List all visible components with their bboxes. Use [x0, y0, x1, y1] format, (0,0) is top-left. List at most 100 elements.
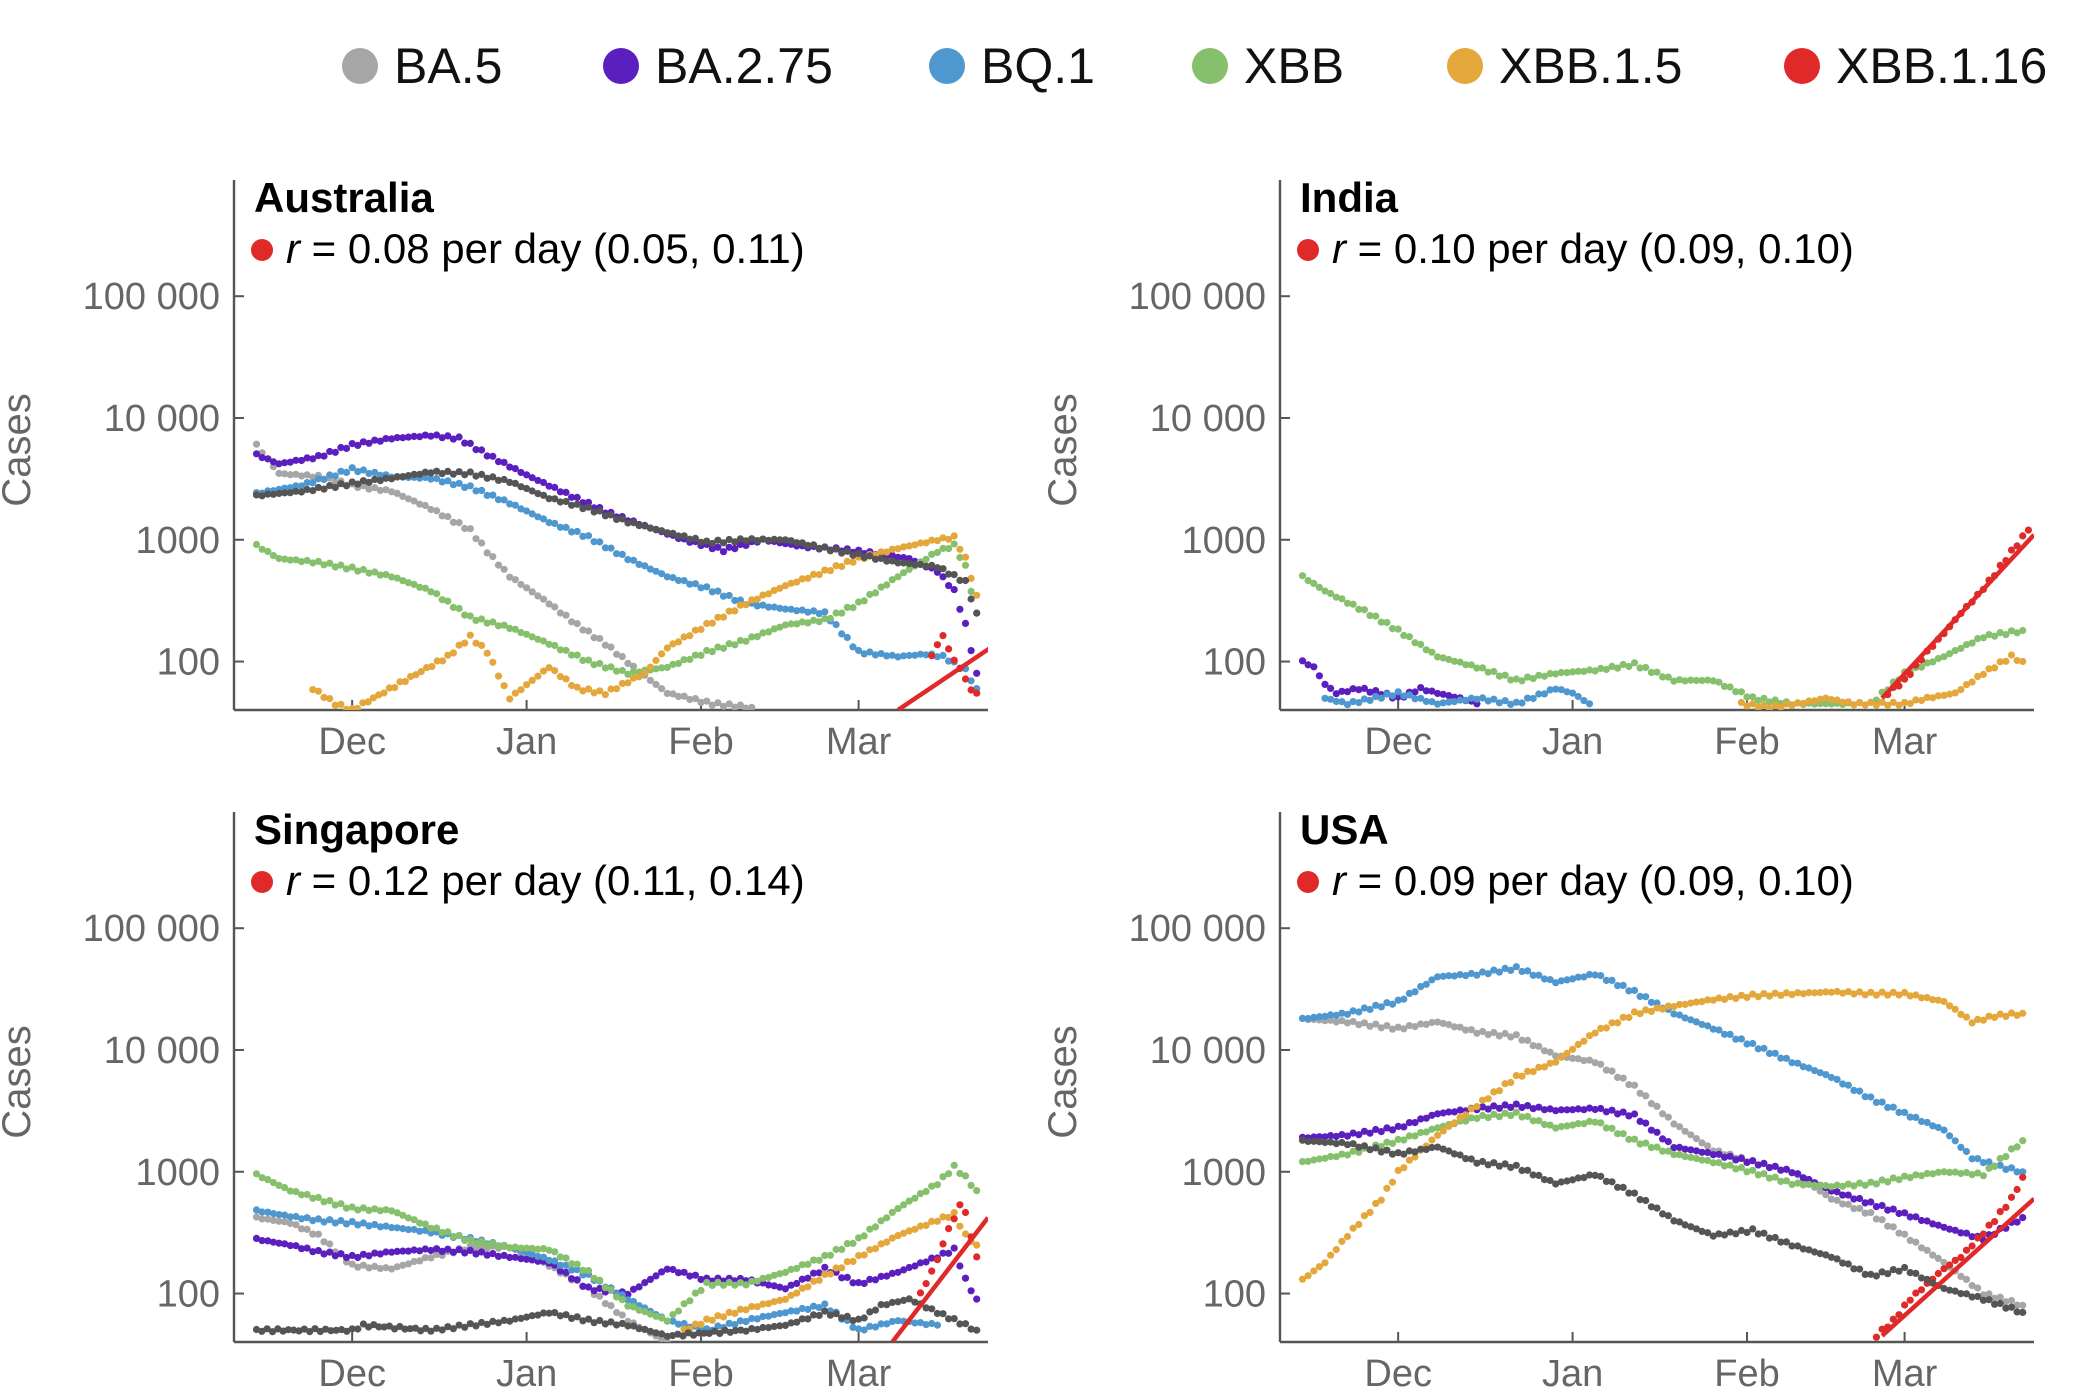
- data-point: [1512, 698, 1520, 706]
- plot-area: [252, 1161, 981, 1342]
- data-point: [1749, 1225, 1757, 1233]
- data-point: [714, 1312, 722, 1320]
- data-point: [269, 552, 277, 560]
- data-point: [1490, 1110, 1498, 1118]
- data-point: [1991, 1162, 1999, 1170]
- data-point: [303, 485, 311, 494]
- data-point: [556, 1253, 565, 1261]
- data-point: [601, 1300, 610, 1308]
- data-point: [1709, 1025, 1717, 1033]
- data-point: [787, 1319, 795, 1327]
- data-point: [725, 1319, 733, 1327]
- data-point: [1434, 689, 1442, 698]
- data-point: [1872, 991, 1880, 999]
- data-point: [444, 1245, 452, 1253]
- data-point: [528, 510, 536, 518]
- y-tick-label: 100: [157, 1274, 220, 1316]
- data-point: [939, 1240, 947, 1248]
- data-point: [933, 641, 942, 649]
- data-point: [2007, 1009, 2016, 1017]
- data-point: [1597, 1172, 1605, 1180]
- data-point: [1585, 700, 1594, 708]
- data-point: [1698, 676, 1706, 685]
- data-point: [528, 487, 536, 495]
- data-point: [1417, 1115, 1425, 1123]
- data-point: [798, 1261, 806, 1269]
- data-point: [1737, 1035, 1745, 1043]
- data-point: [494, 672, 503, 680]
- data-point: [719, 644, 728, 652]
- data-point: [1811, 1067, 1819, 1075]
- data-point: [714, 699, 722, 707]
- data-point: [2013, 1143, 2021, 1151]
- data-point: [1479, 664, 1487, 672]
- data-point: [1720, 1030, 1729, 1038]
- data-point: [1490, 966, 1498, 974]
- data-point: [1884, 1206, 1892, 1214]
- data-point: [562, 1268, 570, 1276]
- data-point: [1625, 1112, 1633, 1120]
- data-point: [584, 1283, 593, 1291]
- data-point: [500, 1316, 508, 1324]
- data-point: [1439, 1109, 1447, 1117]
- data-point: [821, 1251, 829, 1260]
- data-point: [1298, 572, 1307, 580]
- data-point: [1704, 1148, 1712, 1156]
- data-point: [1991, 1300, 1999, 1308]
- data-point: [1614, 1110, 1622, 1118]
- data-point: [286, 484, 294, 492]
- data-point: [455, 1246, 463, 1254]
- data-point: [731, 607, 739, 615]
- growth-fit-line: [1880, 533, 2034, 700]
- data-point: [331, 1201, 339, 1209]
- data-point: [416, 1257, 424, 1265]
- series-other-variant: [252, 467, 981, 617]
- plot-area: [1298, 526, 2032, 710]
- data-point: [1366, 1208, 1374, 1216]
- data-point: [1546, 1105, 1554, 1113]
- data-point: [1310, 1013, 1318, 1022]
- data-point: [826, 567, 835, 575]
- y-tick-label: 10 000: [104, 1030, 220, 1072]
- data-point: [939, 651, 947, 660]
- data-point: [292, 1242, 300, 1250]
- data-point: [1563, 1177, 1571, 1185]
- data-point: [1844, 988, 1852, 996]
- data-point: [506, 500, 514, 508]
- data-point: [1957, 686, 1965, 694]
- data-point: [421, 501, 429, 510]
- data-point: [776, 1322, 784, 1330]
- data-point: [311, 1325, 319, 1333]
- data-point: [1512, 675, 1520, 683]
- data-point: [1315, 672, 1323, 680]
- data-point: [849, 604, 857, 612]
- data-point: [691, 580, 700, 588]
- data-point: [1355, 1220, 1363, 1229]
- data-point: [956, 576, 964, 585]
- data-point: [1749, 1157, 1757, 1165]
- data-point: [455, 479, 463, 487]
- data-point: [290, 1326, 298, 1334]
- data-point: [320, 452, 328, 460]
- data-point: [945, 645, 953, 653]
- data-point: [314, 1193, 322, 1202]
- data-point: [1794, 1170, 1802, 1178]
- data-point: [1450, 1108, 1458, 1116]
- data-point: [1574, 1174, 1582, 1182]
- data-point: [275, 469, 283, 477]
- data-point: [748, 1314, 756, 1323]
- data-point: [883, 1320, 891, 1328]
- data-point: [1343, 1010, 1352, 1018]
- data-point: [1383, 1146, 1391, 1154]
- data-point: [264, 1215, 272, 1223]
- data-point: [1833, 696, 1841, 704]
- data-point: [1974, 635, 1982, 643]
- data-point: [922, 1321, 930, 1329]
- data-point: [1467, 1155, 1475, 1163]
- data-point: [1467, 694, 1475, 702]
- data-point: [1422, 1128, 1430, 1136]
- data-point: [1428, 1136, 1436, 1144]
- data-point: [1552, 1180, 1560, 1188]
- data-point: [804, 1315, 812, 1323]
- data-point: [1473, 971, 1481, 979]
